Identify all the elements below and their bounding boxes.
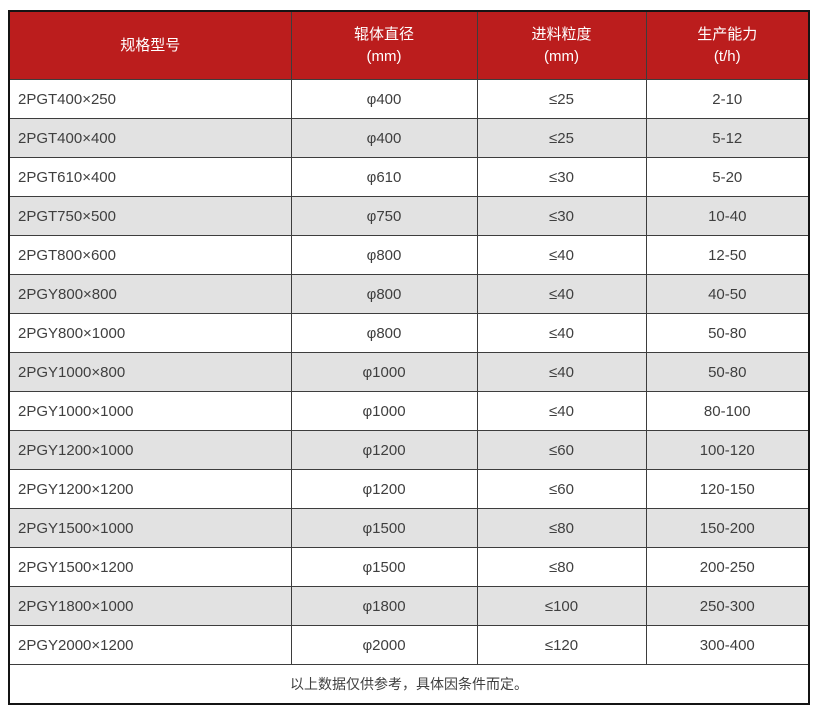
cell-model: 2PGY1000×800 xyxy=(8,352,292,392)
table-row: 2PGT400×400 φ400 ≤25 5-12 xyxy=(8,118,810,158)
cell-feed-size: ≤40 xyxy=(476,352,647,392)
cell-model: 2PGT750×500 xyxy=(8,196,292,236)
cell-feed-size: ≤40 xyxy=(476,313,647,353)
cell-roller-diameter: φ1200 xyxy=(290,469,478,509)
cell-feed-size: ≤25 xyxy=(476,118,647,158)
cell-model: 2PGT400×250 xyxy=(8,79,292,119)
cell-feed-size: ≤40 xyxy=(476,391,647,431)
header-title: 规格型号 xyxy=(120,37,181,54)
cell-roller-diameter: φ1200 xyxy=(290,430,478,470)
cell-model: 2PGY1200×1000 xyxy=(8,430,292,470)
header-unit: (mm) xyxy=(366,48,402,65)
table-row: 2PGT400×250 φ400 ≤25 2-10 xyxy=(8,79,810,119)
cell-model: 2PGY800×1000 xyxy=(8,313,292,353)
cell-capacity: 12-50 xyxy=(645,235,810,275)
cell-feed-size: ≤30 xyxy=(476,157,647,197)
cell-capacity: 5-20 xyxy=(645,157,810,197)
cell-capacity: 150-200 xyxy=(645,508,810,548)
cell-model: 2PGY1000×1000 xyxy=(8,391,292,431)
table-row: 2PGY2000×1200 φ2000 ≤120 300-400 xyxy=(8,625,810,665)
header-title: 辊体直径 xyxy=(353,26,414,43)
cell-roller-diameter: φ610 xyxy=(290,157,478,197)
cell-roller-diameter: φ750 xyxy=(290,196,478,236)
cell-feed-size: ≤25 xyxy=(476,79,647,119)
cell-capacity: 250-300 xyxy=(645,586,810,626)
cell-roller-diameter: φ1500 xyxy=(290,508,478,548)
cell-capacity: 5-12 xyxy=(645,118,810,158)
cell-feed-size: ≤120 xyxy=(476,625,647,665)
table-row: 2PGY1000×800 φ1000 ≤40 50-80 xyxy=(8,352,810,392)
header-title: 生产能力 xyxy=(697,26,758,43)
cell-roller-diameter: φ800 xyxy=(290,313,478,353)
footer-row: 以上数据仅供参考，具体因条件而定。 xyxy=(8,664,810,705)
header-row: 规格型号 辊体直径 (mm) 进料粒度 (mm) xyxy=(8,10,810,80)
table-row: 2PGY1200×1200 φ1200 ≤60 120-150 xyxy=(8,469,810,509)
table-row: 2PGY1000×1000 φ1000 ≤40 80-100 xyxy=(8,391,810,431)
cell-capacity: 50-80 xyxy=(645,313,810,353)
spec-table: 规格型号 辊体直径 (mm) 进料粒度 (mm) xyxy=(8,10,810,705)
header-cell-feed-size: 进料粒度 (mm) xyxy=(476,10,647,80)
cell-feed-size: ≤80 xyxy=(476,547,647,587)
cell-capacity: 120-150 xyxy=(645,469,810,509)
cell-feed-size: ≤60 xyxy=(476,430,647,470)
cell-model: 2PGY1800×1000 xyxy=(8,586,292,626)
cell-capacity: 40-50 xyxy=(645,274,810,314)
cell-roller-diameter: φ1800 xyxy=(290,586,478,626)
footer-note: 以上数据仅供参考，具体因条件而定。 xyxy=(8,664,810,705)
header-unit: (mm) xyxy=(544,48,579,65)
cell-roller-diameter: φ2000 xyxy=(290,625,478,665)
cell-capacity: 2-10 xyxy=(645,79,810,119)
cell-roller-diameter: φ800 xyxy=(290,274,478,314)
cell-feed-size: ≤40 xyxy=(476,274,647,314)
cell-roller-diameter: φ1000 xyxy=(290,352,478,392)
table-row: 2PGT610×400 φ610 ≤30 5-20 xyxy=(8,157,810,197)
cell-model: 2PGY1200×1200 xyxy=(8,469,292,509)
header-cell-model: 规格型号 xyxy=(8,10,292,80)
table-row: 2PGT800×600 φ800 ≤40 12-50 xyxy=(8,235,810,275)
header-cell-capacity: 生产能力 (t/h) xyxy=(645,10,810,80)
cell-capacity: 200-250 xyxy=(645,547,810,587)
cell-model: 2PGT800×600 xyxy=(8,235,292,275)
cell-roller-diameter: φ1500 xyxy=(290,547,478,587)
cell-feed-size: ≤100 xyxy=(476,586,647,626)
header-title: 进料粒度 xyxy=(531,26,592,43)
cell-feed-size: ≤80 xyxy=(476,508,647,548)
table-row: 2PGY1800×1000 φ1800 ≤100 250-300 xyxy=(8,586,810,626)
cell-model: 2PGY1500×1200 xyxy=(8,547,292,587)
cell-capacity: 50-80 xyxy=(645,352,810,392)
cell-model: 2PGY2000×1200 xyxy=(8,625,292,665)
cell-roller-diameter: φ1000 xyxy=(290,391,478,431)
cell-capacity: 100-120 xyxy=(645,430,810,470)
cell-model: 2PGY800×800 xyxy=(8,274,292,314)
cell-model: 2PGT610×400 xyxy=(8,157,292,197)
spec-table-container: 规格型号 辊体直径 (mm) 进料粒度 (mm) xyxy=(8,10,810,705)
table-row: 2PGT750×500 φ750 ≤30 10-40 xyxy=(8,196,810,236)
cell-feed-size: ≤40 xyxy=(476,235,647,275)
cell-feed-size: ≤60 xyxy=(476,469,647,509)
cell-model: 2PGY1500×1000 xyxy=(8,508,292,548)
cell-capacity: 300-400 xyxy=(645,625,810,665)
header-unit: (t/h) xyxy=(713,48,741,65)
cell-model: 2PGT400×400 xyxy=(8,118,292,158)
header-cell-roller-diameter: 辊体直径 (mm) xyxy=(290,10,478,80)
table-row: 2PGY1200×1000 φ1200 ≤60 100-120 xyxy=(8,430,810,470)
cell-capacity: 10-40 xyxy=(645,196,810,236)
cell-roller-diameter: φ800 xyxy=(290,235,478,275)
cell-capacity: 80-100 xyxy=(645,391,810,431)
cell-roller-diameter: φ400 xyxy=(290,118,478,158)
table-row: 2PGY1500×1200 φ1500 ≤80 200-250 xyxy=(8,547,810,587)
cell-roller-diameter: φ400 xyxy=(290,79,478,119)
cell-feed-size: ≤30 xyxy=(476,196,647,236)
table-row: 2PGY1500×1000 φ1500 ≤80 150-200 xyxy=(8,508,810,548)
table-row: 2PGY800×1000 φ800 ≤40 50-80 xyxy=(8,313,810,353)
table-row: 2PGY800×800 φ800 ≤40 40-50 xyxy=(8,274,810,314)
